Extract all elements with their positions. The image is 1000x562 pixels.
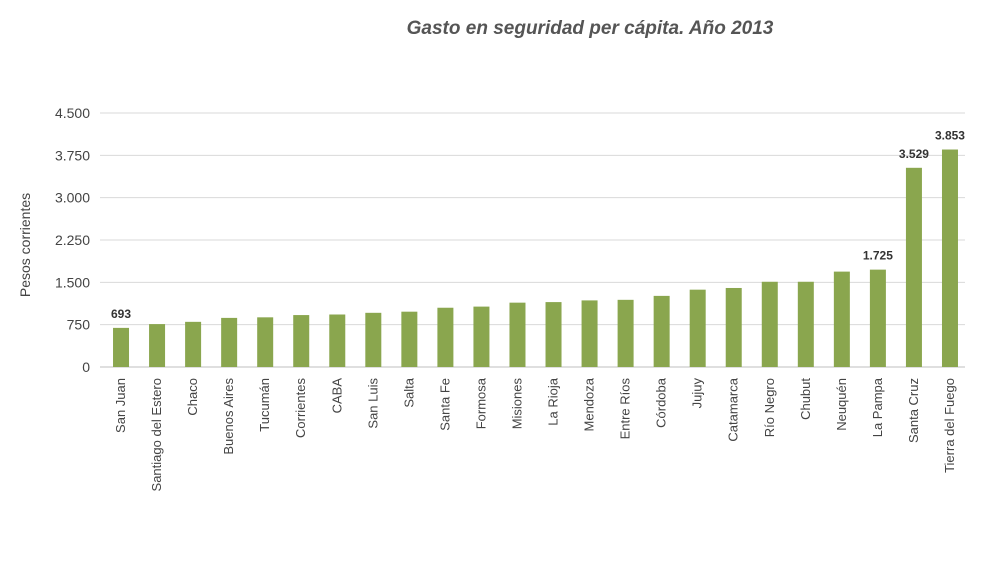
bar [869, 269, 886, 367]
bar [293, 315, 310, 367]
bar [797, 281, 814, 367]
x-tick-label: Catamarca [726, 377, 741, 441]
bar [761, 281, 778, 367]
x-tick-label: San Juan [113, 378, 128, 433]
labels-layer: San Juan Santiago del Estero Chaco Buenos A… [111, 129, 965, 492]
y-tick-label: 4.500 [55, 105, 90, 121]
bar [185, 321, 202, 367]
bar [689, 289, 706, 367]
x-tick-label: Tucumán [257, 378, 272, 432]
x-tick-label: Santa Cruz [906, 378, 921, 443]
x-tick-label: Mendoza [582, 377, 597, 431]
x-tick-label: Chaco [185, 378, 200, 416]
x-tick-label: Entre Ríos [618, 378, 633, 440]
data-label: 3.529 [899, 147, 929, 161]
bar [725, 287, 742, 367]
bar [905, 167, 922, 367]
bar [437, 307, 454, 367]
bar [581, 300, 598, 367]
x-tick-label: Chubut [798, 378, 813, 420]
x-tick-label: Jujuy [690, 378, 705, 409]
y-tick-label: 750 [67, 317, 91, 333]
bars-layer [113, 149, 958, 367]
bar [473, 306, 490, 367]
bar [833, 271, 850, 367]
grid-layer: 0 750 1.500 2.250 3.000 3.750 4.500 [55, 105, 965, 375]
x-tick-label: Santiago del Estero [149, 378, 164, 491]
x-tick-label: Tierra del Fuego [942, 378, 957, 473]
x-tick-label: La Pampa [870, 377, 885, 437]
y-tick-label: 2.250 [55, 232, 90, 248]
y-tick-label: 0 [82, 359, 90, 375]
bar [221, 317, 238, 367]
y-tick-label: 1.500 [55, 274, 90, 290]
chart-title: Gasto en seguridad per cápita. Año 2013 [406, 18, 774, 39]
bar [113, 327, 130, 367]
x-tick-label: Corrientes [293, 378, 308, 438]
x-tick-label: Salta [401, 377, 416, 407]
data-label: 3.853 [935, 129, 965, 143]
bar [545, 302, 562, 367]
x-tick-label: Formosa [473, 377, 488, 429]
y-tick-label: 3.750 [55, 147, 90, 163]
bar [149, 324, 166, 367]
bar [401, 311, 418, 367]
bar [509, 302, 526, 367]
y-tick-label: 3.000 [55, 190, 90, 206]
y-axis-label: Pesos corrientes [17, 193, 33, 297]
bar [941, 149, 958, 367]
x-tick-label: La Rioja [546, 377, 561, 425]
x-tick-label: CABA [329, 378, 344, 414]
x-tick-label: Córdoba [654, 377, 669, 428]
x-tick-label: San Luis [365, 378, 380, 429]
bar [653, 295, 670, 367]
bar [365, 312, 382, 367]
bar [257, 317, 274, 367]
x-tick-label: Buenos Aires [221, 378, 236, 455]
data-label: 693 [111, 307, 131, 321]
x-tick-label: Santa Fe [437, 378, 452, 431]
data-label: 1.725 [863, 249, 893, 263]
x-tick-label: Río Negro [762, 378, 777, 437]
bar [329, 314, 346, 367]
x-tick-label: Neuquén [834, 378, 849, 431]
bar [617, 299, 634, 367]
x-tick-label: Misiones [509, 378, 524, 430]
